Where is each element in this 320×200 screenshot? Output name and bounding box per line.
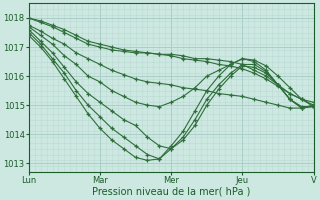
- X-axis label: Pression niveau de la mer( hPa ): Pression niveau de la mer( hPa ): [92, 187, 250, 197]
